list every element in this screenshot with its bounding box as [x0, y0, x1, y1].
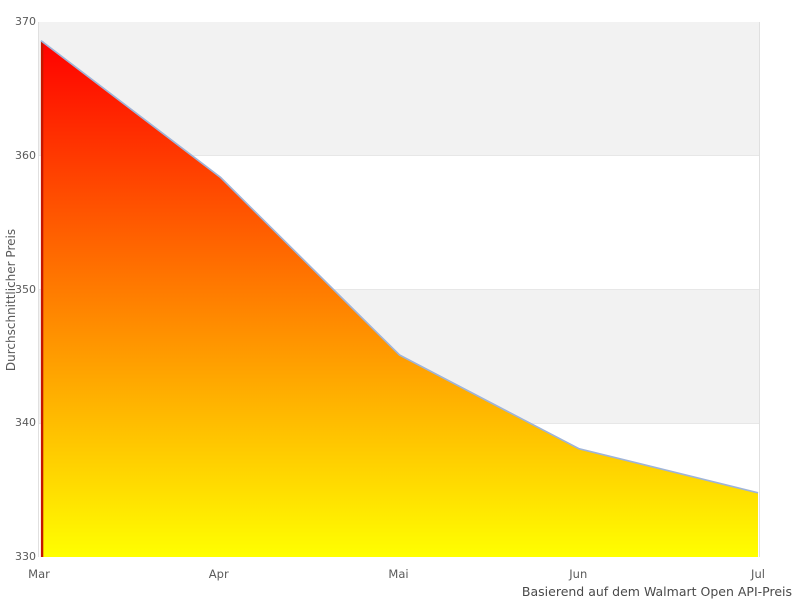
y-tick-label: 350	[15, 282, 36, 296]
x-tick-label: Jul	[751, 567, 765, 581]
y-tick-label: 360	[15, 148, 36, 162]
plot-area	[38, 22, 760, 557]
y-tick-label: 330	[15, 550, 36, 563]
x-tick-label: Mai	[388, 567, 409, 581]
gridline	[39, 155, 759, 157]
gridline	[39, 289, 759, 290]
y-axis-title: Durchschnittlicher Preis	[4, 228, 18, 372]
chart-caption: Basierend auf dem Walmart Open API-Preis	[521, 584, 792, 599]
y-tick-label: 340	[15, 416, 36, 430]
price-line	[40, 40, 759, 494]
x-tick-label: Jun	[569, 567, 588, 581]
y-tick-label: 370	[15, 15, 36, 28]
x-tick-label: Mar	[28, 567, 50, 581]
x-tick-label: Apr	[208, 567, 229, 581]
area-chart-svg	[40, 40, 759, 557]
price-area-fill	[41, 40, 758, 557]
